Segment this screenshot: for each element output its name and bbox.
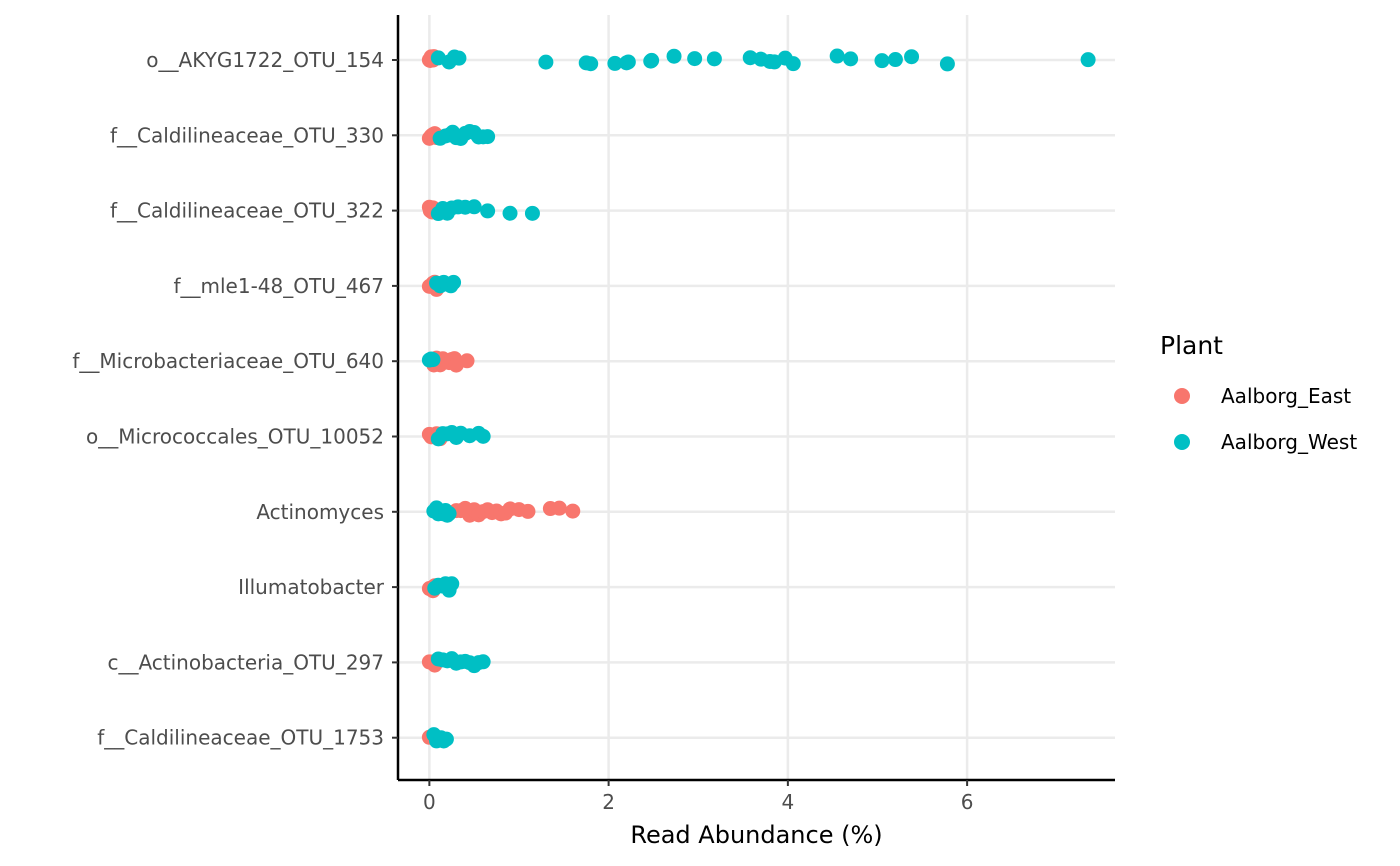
data-point-aalborg-west (446, 274, 462, 290)
data-point-aalborg-west (1080, 52, 1096, 68)
y-tick-label: o__AKYG1722_OTU_154 (146, 48, 384, 72)
legend-label: Aalborg_West (1221, 430, 1357, 454)
y-tick-label: o__Micrococcales_OTU_10052 (86, 425, 384, 449)
legend-key-aalborg-west (1174, 434, 1190, 450)
data-point-aalborg-west (620, 54, 636, 70)
data-point-aalborg-east (520, 503, 536, 519)
y-tick-label: f__Microbacteriaceae_OTU_640 (72, 349, 384, 373)
data-point-aalborg-west (441, 506, 457, 522)
data-point-aalborg-west (451, 50, 467, 66)
legend-key-aalborg-east (1174, 388, 1190, 404)
data-point-aalborg-west (607, 55, 623, 71)
data-point-aalborg-west (843, 51, 859, 67)
legend-items: Aalborg_East Aalborg_West (1174, 384, 1357, 454)
y-tick-label: f__Caldilineaceae_OTU_322 (110, 199, 384, 223)
data-point-aalborg-east (551, 500, 567, 516)
data-point-aalborg-east (459, 353, 475, 369)
data-point-aalborg-west (687, 51, 703, 67)
x-axis-ticks: 0 2 4 6 (423, 780, 973, 814)
data-points (421, 48, 1096, 749)
y-tick-label: f__Caldilineaceae_OTU_330 (110, 123, 384, 147)
x-tick-label: 2 (602, 790, 615, 814)
x-tick-label: 4 (782, 790, 795, 814)
data-point-aalborg-west (475, 428, 491, 444)
data-point-aalborg-west (939, 56, 955, 72)
legend: Plant Aalborg_East Aalborg_West (1160, 331, 1357, 454)
data-point-aalborg-west (475, 654, 491, 670)
legend-label: Aalborg_East (1221, 384, 1351, 408)
y-axis-ticks: o__AKYG1722_OTU_154 f__Caldilineaceae_OTU… (72, 48, 398, 750)
y-tick-label: c__Actinobacteria_OTU_297 (107, 650, 384, 674)
x-tick-label: 6 (961, 790, 974, 814)
data-point-aalborg-west (425, 352, 441, 368)
data-point-aalborg-west (583, 56, 599, 72)
data-point-aalborg-east (565, 503, 581, 519)
legend-title: Plant (1160, 331, 1223, 360)
data-point-aalborg-west (480, 129, 496, 145)
data-point-aalborg-west (444, 576, 460, 592)
data-point-aalborg-west (666, 48, 682, 64)
data-point-aalborg-west (887, 52, 903, 68)
data-point-aalborg-west (904, 49, 920, 65)
data-point-aalborg-west (502, 205, 518, 221)
data-point-aalborg-west (785, 56, 801, 72)
y-tick-label: Actinomyces (256, 500, 384, 524)
grid-lines (398, 15, 1115, 780)
data-point-aalborg-west (644, 52, 660, 68)
y-tick-label: f__mle1-48_OTU_467 (173, 274, 384, 298)
y-tick-label: Illumatobacter (238, 575, 385, 599)
x-axis-title: Read Abundance (%) (630, 821, 882, 849)
axes (396, 15, 1115, 782)
data-point-aalborg-west (706, 51, 722, 67)
data-point-aalborg-west (538, 54, 554, 70)
data-point-aalborg-west (438, 731, 454, 747)
data-point-aalborg-west (466, 199, 482, 215)
data-point-aalborg-west (480, 203, 496, 219)
data-point-aalborg-west (829, 48, 845, 64)
x-tick-label: 0 (423, 790, 436, 814)
data-point-aalborg-west (874, 53, 890, 69)
y-tick-label: f__Caldilineaceae_OTU_1753 (97, 726, 384, 750)
data-point-aalborg-west (524, 205, 540, 221)
